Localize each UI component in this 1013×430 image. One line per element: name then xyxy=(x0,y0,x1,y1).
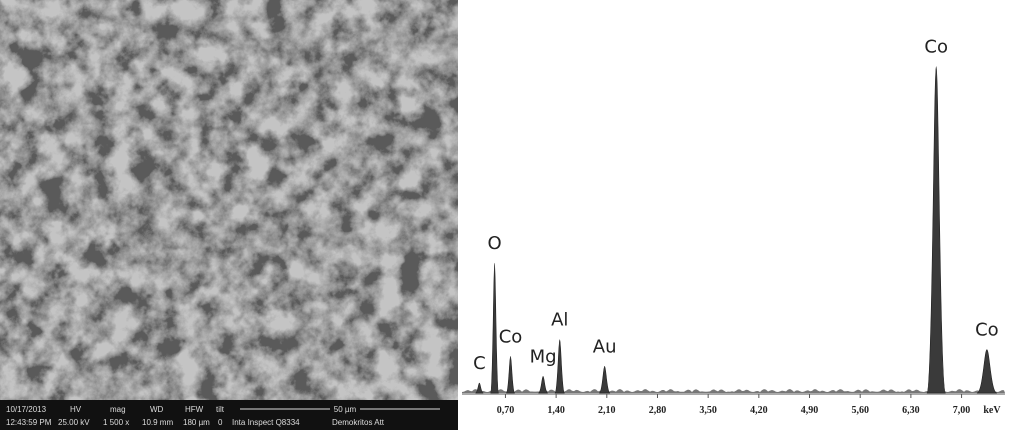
info-instrument: Inta Inspect Q8334 xyxy=(232,418,300,427)
sem-micrograph xyxy=(0,0,458,400)
peak-label: O xyxy=(487,233,501,254)
x-tick-label: 3,50 xyxy=(699,405,717,416)
edx-spectrum: keV 0,70 1,40 2,10 2,80 3,50 4,20 4,90 5,60 6,30… xyxy=(462,37,1005,416)
info-wd-label: WD xyxy=(150,405,164,414)
x-tick-label: 6,30 xyxy=(902,405,920,416)
info-scale: 50 µm xyxy=(334,405,357,414)
info-wd: 10.9 mm xyxy=(142,418,173,427)
info-hv-label: HV xyxy=(70,405,82,414)
figure: 10/17/2013 12:43:59 PM HV 25.00 kV mag 1… xyxy=(0,0,1013,430)
peak-label: Mg xyxy=(530,346,557,367)
info-mag-label: mag xyxy=(110,405,126,414)
peak-label: Au xyxy=(593,336,617,357)
peak-label: Al xyxy=(551,310,568,331)
peak-label: Co xyxy=(499,326,523,347)
info-time: 12:43:59 PM xyxy=(6,418,52,427)
x-tick-label: 4,20 xyxy=(750,405,768,416)
peak-label: C xyxy=(473,353,486,374)
x-tick-label: 0,70 xyxy=(497,405,515,416)
peak-label: Co xyxy=(924,37,948,58)
info-lab: Demokritos Att xyxy=(332,418,385,427)
peak xyxy=(506,356,515,393)
sem-image: 10/17/2013 12:43:59 PM HV 25.00 kV mag 1… xyxy=(0,0,458,430)
info-hfw: 180 µm xyxy=(183,418,210,427)
peak xyxy=(599,366,610,393)
info-tilt-label: tilt xyxy=(216,405,225,414)
x-tick-label: 1,40 xyxy=(547,405,565,416)
peak xyxy=(927,67,946,393)
peak xyxy=(490,263,498,393)
x-tick-label: 2,10 xyxy=(598,405,616,416)
x-tick-label: 5,60 xyxy=(851,405,869,416)
x-tick-label: 4,90 xyxy=(801,405,819,416)
peak xyxy=(977,350,997,393)
info-date: 10/17/2013 xyxy=(6,405,47,414)
peak xyxy=(538,376,547,393)
info-hv: 25.00 kV xyxy=(58,418,90,427)
peak xyxy=(475,383,483,393)
x-axis-label: keV xyxy=(983,405,1001,416)
info-tilt: 0 xyxy=(218,418,223,427)
peak-label: Co xyxy=(975,320,999,341)
info-mag: 1 500 x xyxy=(103,418,129,427)
x-tick-label: 2,80 xyxy=(649,405,667,416)
info-hfw-label: HFW xyxy=(185,405,204,414)
x-tick-label: 7,00 xyxy=(953,405,971,416)
